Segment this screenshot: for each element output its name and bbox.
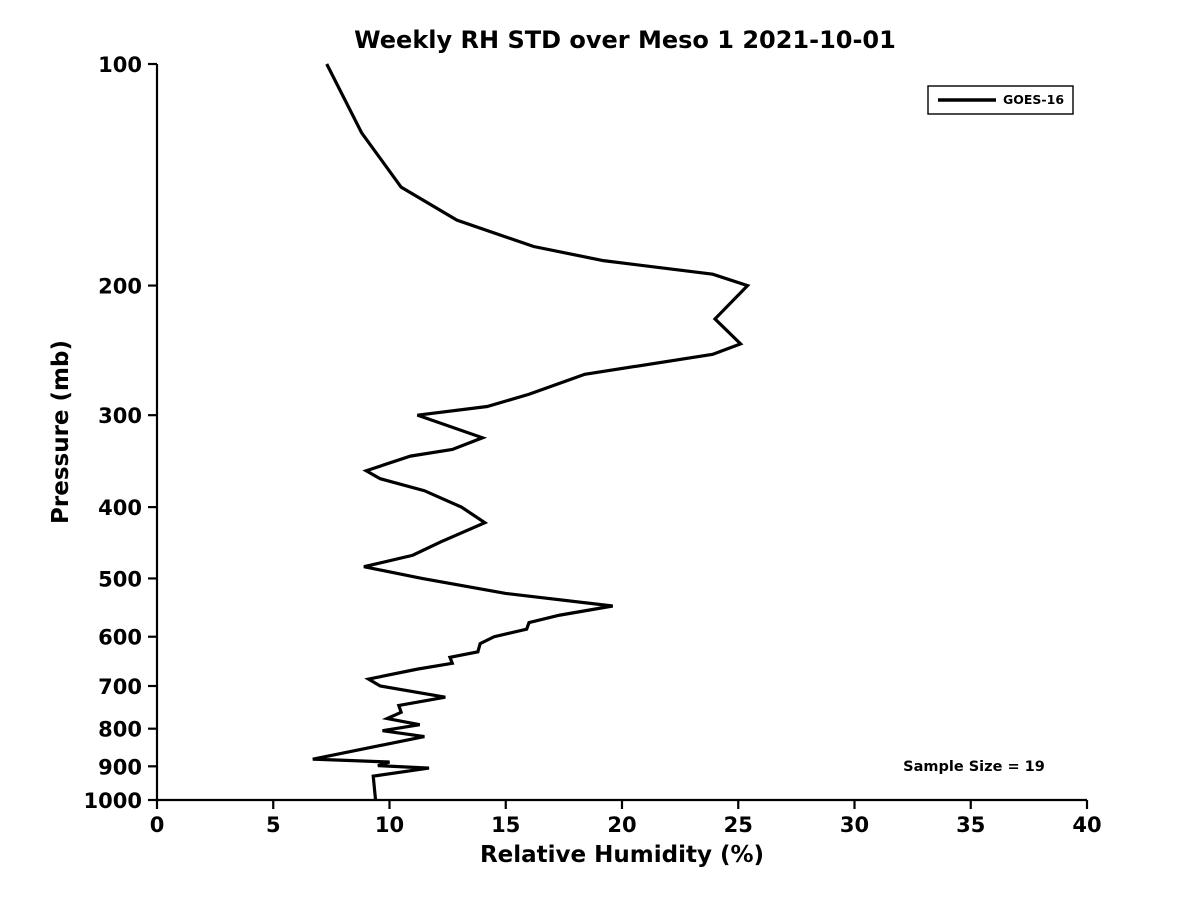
y-tick-label: 1000: [84, 789, 142, 813]
x-tick-label: 5: [266, 813, 281, 837]
x-tick-label: 0: [150, 813, 165, 837]
x-tick-label: 20: [607, 813, 636, 837]
x-axis-ticks: 0 5 10 15 20 25 30 35 40: [150, 800, 1102, 837]
y-tick-label: 500: [98, 567, 142, 591]
x-tick-label: 15: [491, 813, 520, 837]
annotation-group: Sample Size = 19: [903, 759, 1045, 775]
y-axis-ticks: 100 200 300 400 500 600 700 800 900 1000: [84, 53, 157, 813]
y-tick-label: 300: [98, 404, 142, 428]
legend-label-goes16: GOES-16: [1003, 92, 1064, 107]
data-series-group: [312, 63, 751, 801]
x-tick-label: 40: [1072, 813, 1101, 837]
y-tick-label: 700: [98, 675, 142, 699]
x-tick-label: 25: [724, 813, 753, 837]
y-tick-label: 400: [98, 496, 142, 520]
y-tick-label: 200: [98, 275, 142, 299]
x-axis-label: Relative Humidity (%): [480, 842, 764, 868]
y-tick-label: 800: [98, 718, 142, 742]
y-tick-label: 900: [98, 755, 142, 779]
x-tick-label: 35: [956, 813, 985, 837]
y-tick-label: 600: [98, 626, 142, 650]
y-tick-label: 100: [98, 53, 142, 77]
axes-spines: [155, 64, 1087, 802]
data-line-goes-16: [312, 63, 751, 801]
x-tick-label: 30: [840, 813, 869, 837]
x-tick-label: 10: [375, 813, 404, 837]
chart-legend[interactable]: GOES-16: [927, 85, 1074, 115]
sample-size-annotation: Sample Size = 19: [903, 759, 1045, 775]
y-axis-label: Pressure (mb): [48, 340, 74, 524]
chart-title: Weekly RH STD over Meso 1 2021-10-01: [354, 26, 896, 54]
